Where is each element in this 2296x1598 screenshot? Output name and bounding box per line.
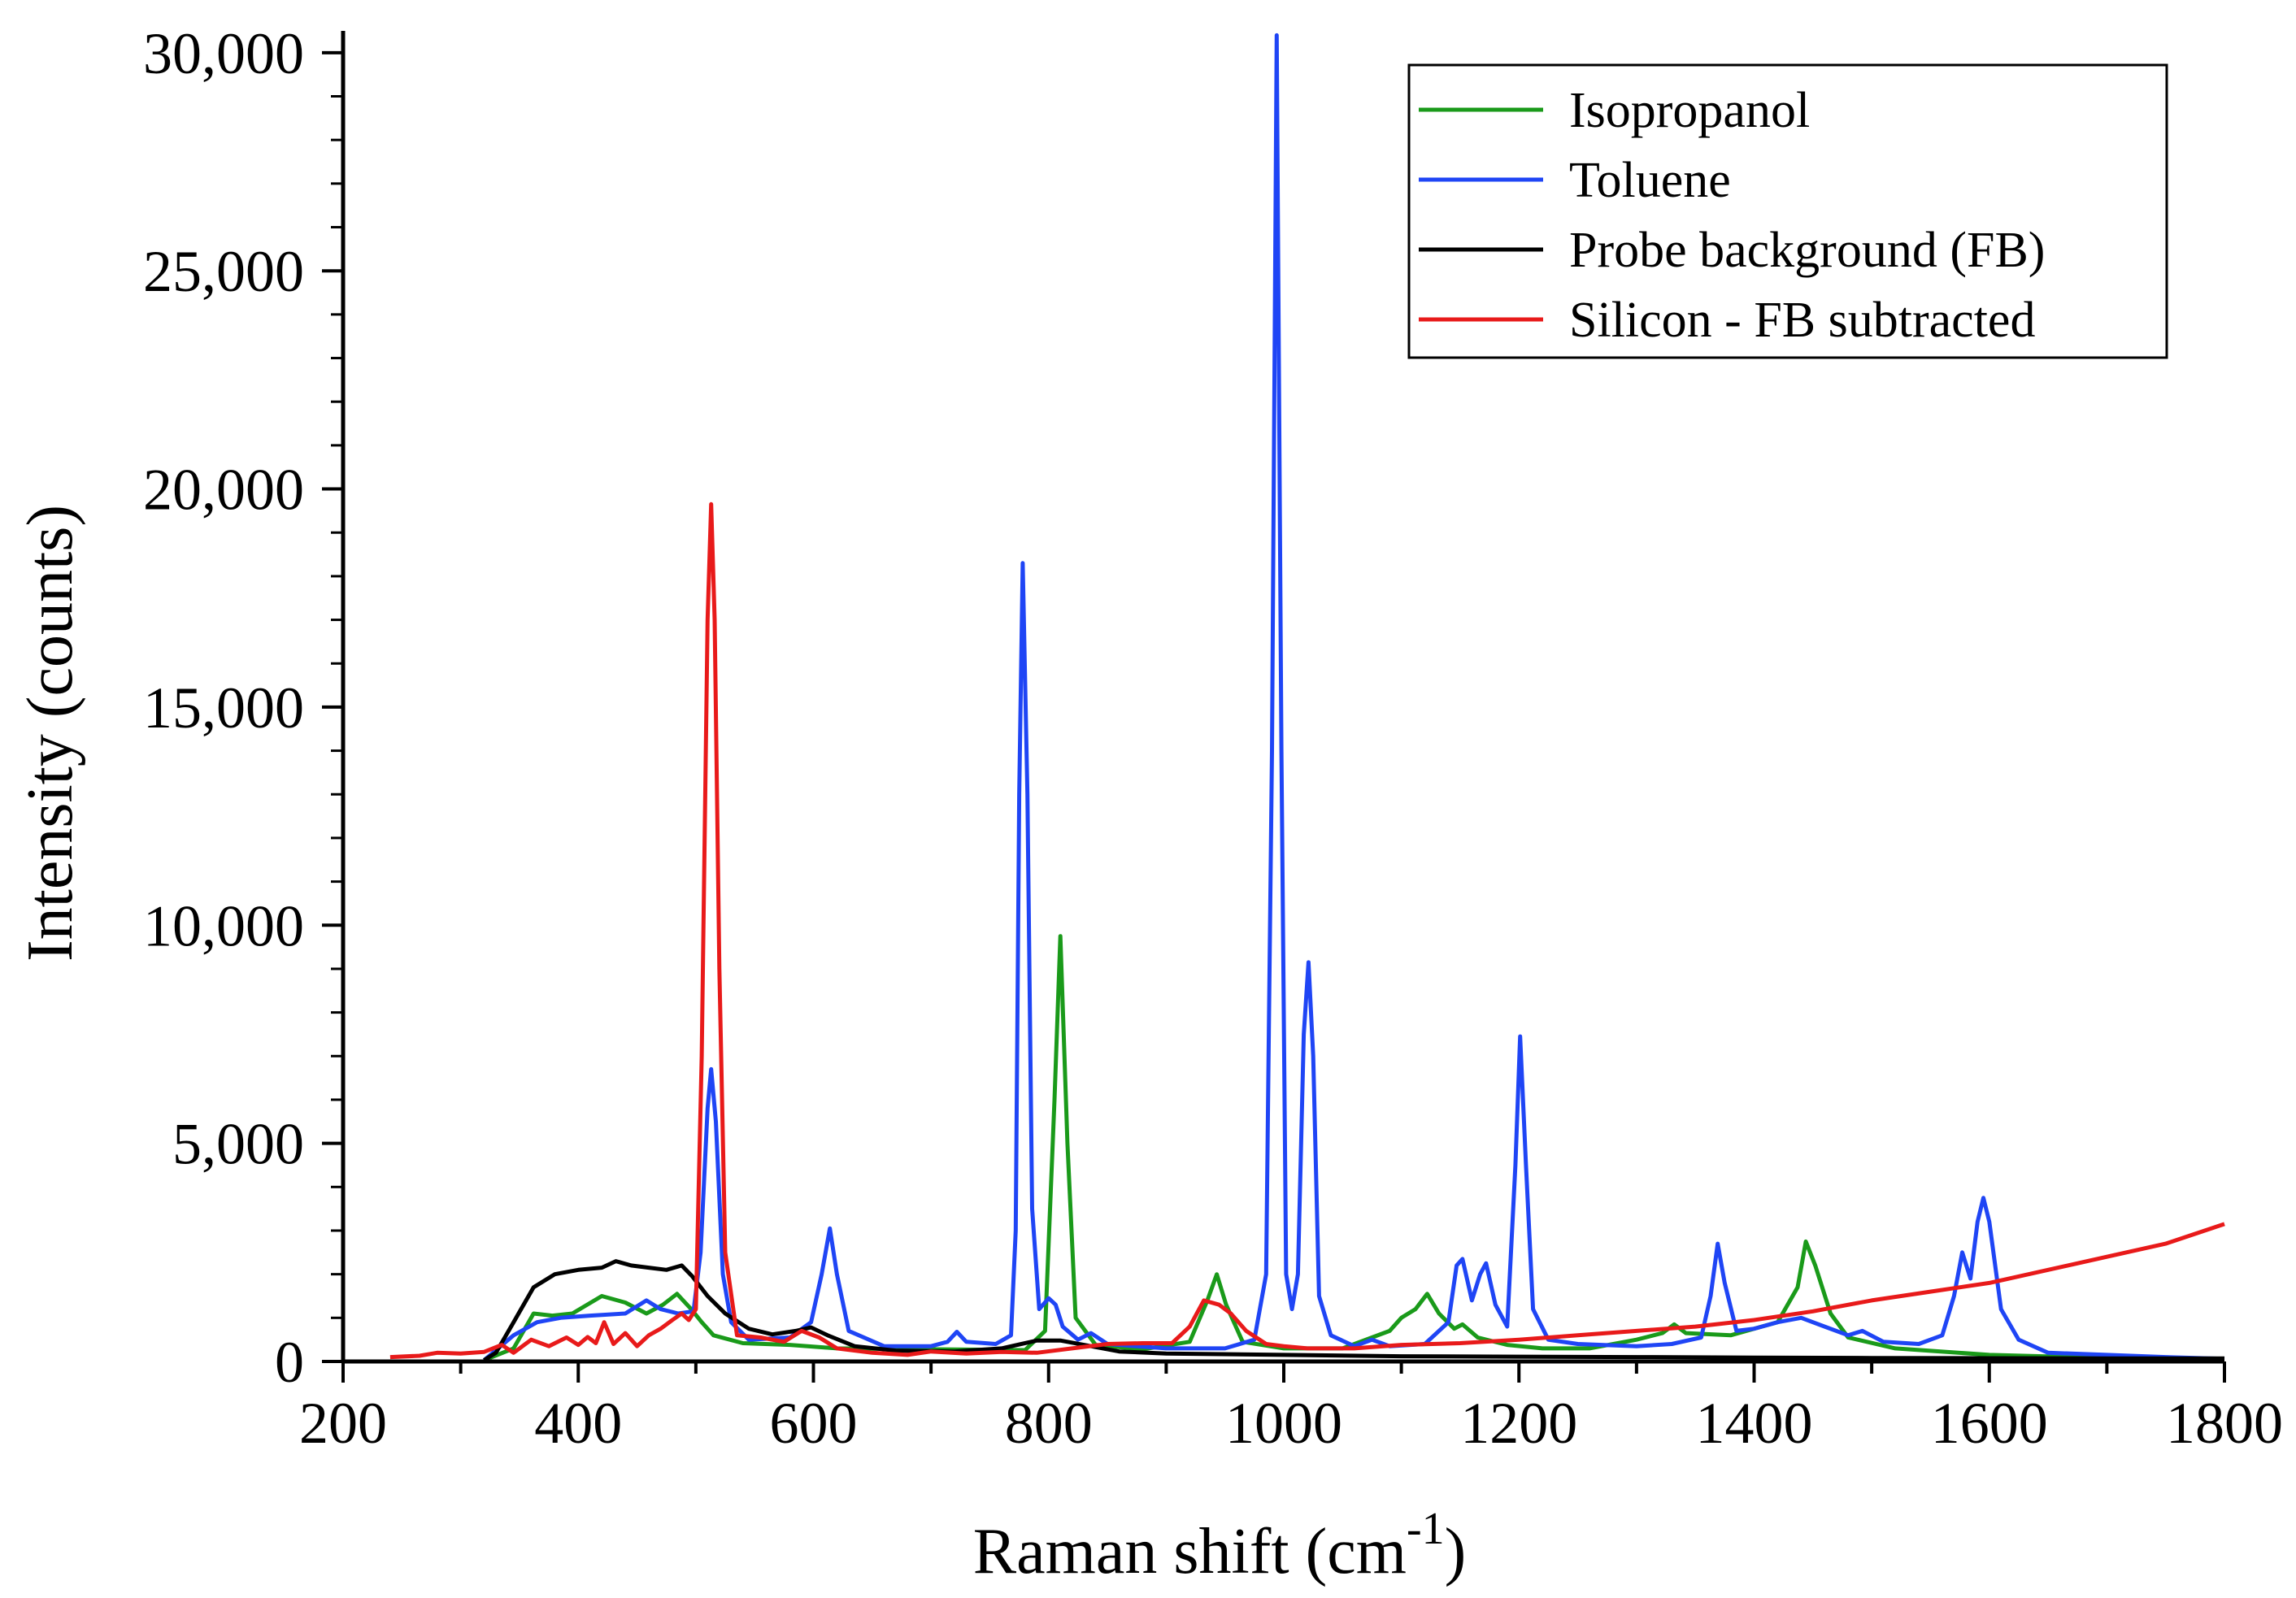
x-tick-label: 600: [770, 1391, 858, 1456]
x-axis-title-superscript: -1: [1407, 1504, 1445, 1554]
x-tick-label: 400: [534, 1391, 622, 1456]
y-tick-label: 15,000: [143, 675, 304, 740]
x-tick-label: 800: [1005, 1391, 1093, 1456]
legend: Isopropanol Toluene Probe background (FB) S…: [1407, 63, 2168, 359]
y-tick-label: 25,000: [143, 239, 304, 304]
x-tick-label: 1000: [1225, 1391, 1342, 1456]
x-axis-title: Raman shift (cm-1): [973, 1504, 1467, 1587]
legend-label: Probe background (FB): [1569, 223, 2045, 278]
x-tick-label: 1200: [1460, 1391, 1577, 1456]
y-tick-label: 5,000: [172, 1112, 304, 1177]
y-tick-label: 20,000: [143, 458, 304, 523]
y-tick-label: 0: [275, 1330, 304, 1395]
x-tick-label: 1400: [1696, 1391, 1813, 1456]
legend-label: Silicon - FB subtracted: [1569, 293, 2035, 348]
y-tick-label: 30,000: [143, 21, 304, 86]
x-tick-label: 1800: [2166, 1391, 2283, 1456]
series-line-silicon-fb-subtracted: [389, 502, 2225, 1360]
series-line-probe-background-fb: [483, 1259, 2224, 1362]
ticks-layer: 200 400 600 800 1000 1200 1400 1600 1800 0 5,000 10…: [143, 21, 2283, 1456]
y-tick-label: 10,000: [143, 893, 304, 958]
legend-label: Toluene: [1569, 153, 1731, 208]
x-tick-label: 1600: [1931, 1391, 2048, 1456]
x-axis-title-main: Raman shift (cm: [973, 1516, 1407, 1587]
series-line-isopropanol: [483, 934, 2225, 1362]
legend-label: Isopropanol: [1569, 83, 1810, 138]
x-tick-label: 200: [299, 1391, 387, 1456]
legend-entries: Isopropanol Toluene Probe background (FB) S…: [1419, 83, 2045, 348]
legend-box: [1407, 63, 2168, 359]
y-axis-title: Intensity (counts): [15, 505, 86, 962]
x-axis-title-close: ): [1445, 1516, 1467, 1587]
series-layer: [389, 33, 2225, 1362]
